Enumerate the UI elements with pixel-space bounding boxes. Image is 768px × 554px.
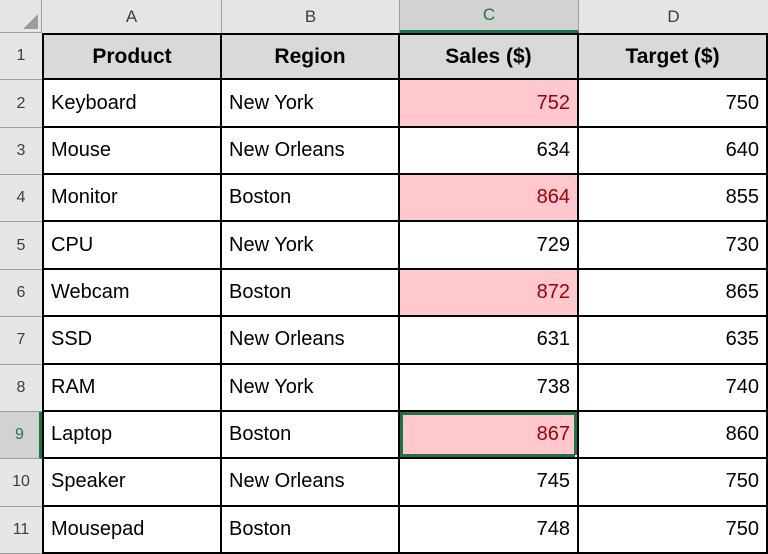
cell-b2-region[interactable]: New York <box>222 80 400 128</box>
row-header-9[interactable]: 9 <box>0 411 42 460</box>
cell-c9-sales-active-cell[interactable]: 867 <box>400 411 579 460</box>
cell-d8-target[interactable]: 740 <box>579 364 768 412</box>
row-header-4[interactable]: 4 <box>0 175 42 223</box>
row-header-6[interactable]: 6 <box>0 269 42 318</box>
cell-b8-region[interactable]: New York <box>222 364 400 412</box>
cell-c7-sales[interactable]: 631 <box>400 317 579 365</box>
fill-handle[interactable] <box>575 455 577 458</box>
cell-d6-target[interactable]: 865 <box>579 269 768 318</box>
cell-c4-sales[interactable]: 864 <box>400 175 579 223</box>
cell-b6-region[interactable]: Boston <box>222 269 400 318</box>
cell-a9-product[interactable]: Laptop <box>42 411 222 460</box>
row-header-1[interactable]: 1 <box>0 33 42 81</box>
select-all-triangle-icon <box>23 14 38 29</box>
cell-c10-sales[interactable]: 745 <box>400 459 579 507</box>
row-header-10[interactable]: 10 <box>0 459 42 507</box>
cell-d3-target[interactable]: 640 <box>579 127 768 176</box>
cell-a10-product[interactable]: Speaker <box>42 459 222 507</box>
cell-b11-region[interactable]: Boston <box>222 506 400 554</box>
cell-b7-region[interactable]: New Orleans <box>222 317 400 365</box>
select-all-button[interactable] <box>0 0 42 33</box>
row-header-8[interactable]: 8 <box>0 364 42 412</box>
cell-a4-product[interactable]: Monitor <box>42 175 222 223</box>
cell-a8-product[interactable]: RAM <box>42 364 222 412</box>
cell-a1-product-header[interactable]: Product <box>42 33 222 81</box>
active-cell-value: 867 <box>536 423 570 446</box>
cell-a6-product[interactable]: Webcam <box>42 269 222 318</box>
cell-c8-sales[interactable]: 738 <box>400 364 579 412</box>
cell-c6-sales[interactable]: 872 <box>400 269 579 318</box>
cell-c5-sales[interactable]: 729 <box>400 222 579 270</box>
cell-a3-product[interactable]: Mouse <box>42 127 222 176</box>
cell-d2-target[interactable]: 750 <box>579 80 768 128</box>
row-header-5[interactable]: 5 <box>0 222 42 270</box>
column-header-a[interactable]: A <box>42 0 222 33</box>
cell-b1-region-header[interactable]: Region <box>222 33 400 81</box>
cell-a5-product[interactable]: CPU <box>42 222 222 270</box>
cell-d7-target[interactable]: 635 <box>579 317 768 365</box>
column-header-d[interactable]: D <box>579 0 768 33</box>
cell-c2-sales[interactable]: 752 <box>400 80 579 128</box>
cell-c11-sales[interactable]: 748 <box>400 506 579 554</box>
cell-c1-sales-header[interactable]: Sales ($) <box>400 33 579 81</box>
cell-d5-target[interactable]: 730 <box>579 222 768 270</box>
row-header-11[interactable]: 11 <box>0 506 42 554</box>
row-header-2[interactable]: 2 <box>0 80 42 128</box>
cell-d1-target-header[interactable]: Target ($) <box>579 33 768 81</box>
cell-d4-target[interactable]: 855 <box>579 175 768 223</box>
cell-d11-target[interactable]: 750 <box>579 506 768 554</box>
cell-b4-region[interactable]: Boston <box>222 175 400 223</box>
column-header-b[interactable]: B <box>222 0 400 33</box>
cell-a7-product[interactable]: SSD <box>42 317 222 365</box>
cell-b9-region[interactable]: Boston <box>222 411 400 460</box>
row-header-3[interactable]: 3 <box>0 127 42 176</box>
cell-a11-product[interactable]: Mousepad <box>42 506 222 554</box>
row-header-7[interactable]: 7 <box>0 317 42 365</box>
cell-d9-target[interactable]: 860 <box>579 411 768 460</box>
cell-b10-region[interactable]: New Orleans <box>222 459 400 507</box>
cell-a2-product[interactable]: Keyboard <box>42 80 222 128</box>
cell-b5-region[interactable]: New York <box>222 222 400 270</box>
cell-b3-region[interactable]: New Orleans <box>222 127 400 176</box>
column-header-c[interactable]: C <box>400 0 579 33</box>
cell-d10-target[interactable]: 750 <box>579 459 768 507</box>
cell-c3-sales[interactable]: 634 <box>400 127 579 176</box>
